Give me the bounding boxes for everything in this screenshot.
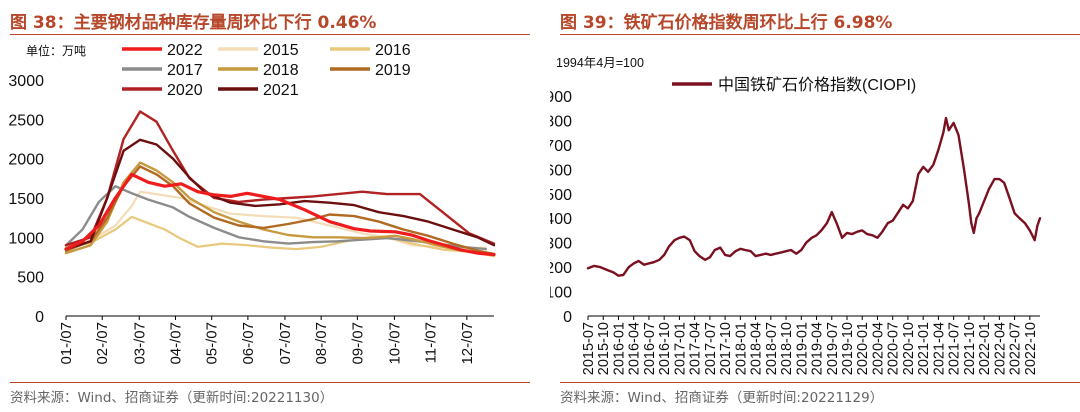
legend-label-ciopi: 中国铁矿石价格指数(CIOPI): [718, 76, 916, 94]
x-tick-label: 2018-04: [749, 322, 765, 375]
x-tick-label: 2018-01: [733, 322, 749, 375]
x-tick-label: 09-/07: [349, 322, 366, 365]
x-tick-label: 2021-01: [916, 322, 932, 375]
x-tick-label: 2022-07: [1008, 322, 1024, 375]
y-tick-label: 700: [550, 138, 572, 155]
y-tick-label: 300: [550, 236, 572, 253]
left-title-divider: [10, 34, 530, 35]
legend-label-2020: 2020: [167, 82, 203, 99]
legend-label-2022: 2022: [167, 42, 203, 59]
legend-label-2016: 2016: [375, 42, 411, 59]
left-panel: 图 38：主要钢材品种库存量周环比下行 0.46% 单位：万吨 0 500 1000…: [0, 0, 530, 412]
x-tick-label: 2019-07: [825, 322, 841, 375]
y-tick-label: 900: [550, 89, 572, 106]
y-tick-label: 800: [550, 113, 572, 130]
legend-label-2018: 2018: [263, 62, 299, 79]
x-tick-label: 05-/07: [204, 322, 221, 365]
steel-inventory-chart: 单位：万吨 0 500 1000 1500 2000 2500 3000 01-/07 02-/…: [8, 42, 496, 365]
series-line-2021: [64, 138, 496, 251]
x-tick-label: 2020-01: [855, 322, 871, 375]
legend-label-2017: 2017: [167, 62, 203, 79]
iron-ore-index-chart: 1994年4月=100 0 100 200 300 400 500 600 700 800 900…: [550, 56, 1042, 375]
series-line-2015: [64, 190, 487, 250]
x-tick-label: 2017-01: [672, 322, 688, 375]
y-tick-label: 200: [550, 260, 572, 277]
x-tick-label: 2017-07: [703, 322, 719, 375]
x-tick-label: 2020-07: [886, 322, 902, 375]
x-tick-label: 2021-04: [931, 322, 947, 375]
right-source-note: 资料来源：Wind、招商证券（更新时间:20221129）: [560, 390, 884, 406]
y-tick-label: 500: [17, 270, 44, 287]
x-tick-label: 2019-01: [794, 322, 810, 375]
legend-label-2015: 2015: [263, 42, 299, 59]
x-tick-label: 2017-10: [718, 322, 734, 375]
x-tick-label: 2019-04: [810, 322, 826, 375]
right-footer-divider: [560, 382, 1080, 383]
x-tick-label: 2020-10: [901, 322, 917, 375]
series-line-2022: [64, 172, 496, 257]
x-tick-label: 2015-10: [596, 322, 612, 375]
y-tick-label: 0: [563, 309, 572, 326]
x-tick-label: 08-/07: [313, 322, 330, 365]
x-tick-label: 2022-04: [992, 322, 1008, 375]
x-tick-label: 11-/07: [423, 322, 440, 363]
x-tick-label: 01-/07: [58, 322, 75, 365]
y-tick-label: 500: [550, 187, 572, 204]
x-tick-label: 2020-04: [870, 322, 886, 375]
left-footer-divider: [10, 382, 530, 383]
x-tick-label: 2016-04: [627, 322, 643, 375]
x-tick-label: 2018-10: [779, 322, 795, 375]
x-tick-label: 2017-04: [688, 322, 704, 375]
y-tick-label: 0: [35, 309, 44, 326]
x-tick-label: 2016-01: [611, 322, 627, 375]
x-tick-label: 12-/07: [459, 322, 476, 365]
y-tick-label: 600: [550, 162, 572, 179]
right-chart-title: 图 39：铁矿石价格指数周环比上行 6.98%: [560, 13, 893, 33]
x-tick-label: 2016-10: [657, 322, 673, 375]
series-line-2020: [64, 110, 496, 247]
series-line-2017: [64, 184, 487, 251]
y-tick-label: 1500: [8, 191, 44, 208]
left-chart-title: 图 38：主要钢材品种库存量周环比下行 0.46%: [10, 13, 377, 33]
y-tick-label: 400: [550, 211, 572, 228]
y-tick-label: 2000: [8, 152, 44, 169]
right-base-note: 1994年4月=100: [556, 56, 644, 70]
x-tick-label: 2019-10: [840, 322, 856, 375]
x-tick-label: 2021-07: [947, 322, 963, 375]
x-tick-label: 2016-07: [642, 322, 658, 375]
x-tick-label: 04-/07: [167, 322, 184, 365]
y-tick-label: 1000: [8, 230, 44, 247]
left-unit-label: 单位：万吨: [26, 43, 86, 58]
y-tick-label: 3000: [8, 73, 44, 90]
x-tick-label: 06-/07: [240, 322, 257, 365]
x-tick-label: 10-/07: [386, 322, 403, 365]
x-tick-label: 2022-10: [1023, 322, 1039, 375]
y-tick-label: 2500: [8, 112, 44, 129]
x-tick-label: 2015-07: [581, 322, 597, 375]
x-tick-label: 2022-01: [977, 322, 993, 375]
y-tick-label: 100: [550, 285, 572, 302]
x-tick-label: 03-/07: [131, 322, 148, 365]
series-line-ciopi: [586, 116, 1042, 277]
series-line-2016: [64, 215, 496, 258]
left-source-note: 资料来源：Wind、招商证券（更新时间:20221130）: [10, 390, 334, 406]
x-tick-label: 2018-07: [764, 322, 780, 375]
right-panel: 图 39：铁矿石价格指数周环比上行 6.98% 1994年4月=100 0 100…: [550, 0, 1080, 412]
x-tick-label: 02-/07: [94, 322, 111, 365]
legend-label-2019: 2019: [375, 62, 411, 79]
right-title-divider: [560, 34, 1080, 35]
legend-label-2021: 2021: [263, 82, 299, 99]
x-tick-label: 2021-10: [962, 322, 978, 375]
x-tick-label: 07-/07: [277, 322, 294, 365]
